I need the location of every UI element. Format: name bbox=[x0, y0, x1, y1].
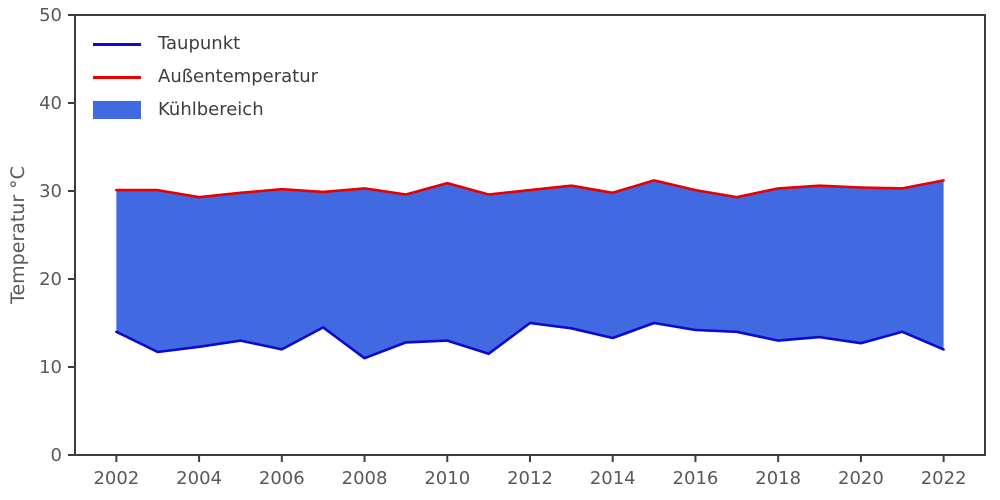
svg-text:10: 10 bbox=[39, 357, 62, 378]
svg-text:2010: 2010 bbox=[424, 468, 470, 489]
legend-item-kuehlbereich: Kühlbereich bbox=[93, 100, 318, 120]
svg-text:2008: 2008 bbox=[342, 468, 388, 489]
svg-text:2004: 2004 bbox=[176, 468, 222, 489]
svg-text:0: 0 bbox=[51, 445, 62, 466]
svg-text:2002: 2002 bbox=[93, 468, 139, 489]
legend-label-aussentemperatur: Außentemperatur bbox=[158, 66, 319, 87]
svg-text:2018: 2018 bbox=[755, 468, 801, 489]
svg-text:50: 50 bbox=[39, 5, 62, 26]
svg-text:2012: 2012 bbox=[507, 468, 553, 489]
legend: Taupunkt Außentemperatur Kühlbereich bbox=[93, 34, 318, 120]
taupunkt-line-swatch bbox=[93, 42, 141, 46]
legend-item-taupunkt: Taupunkt bbox=[93, 34, 318, 54]
svg-text:2006: 2006 bbox=[259, 468, 305, 489]
svg-text:Temperatur °C: Temperatur °C bbox=[7, 166, 29, 305]
legend-label-kuehlbereich: Kühlbereich bbox=[158, 99, 264, 120]
svg-text:2016: 2016 bbox=[673, 468, 719, 489]
svg-text:2022: 2022 bbox=[921, 468, 967, 489]
svg-text:30: 30 bbox=[39, 181, 62, 202]
svg-text:20: 20 bbox=[39, 269, 62, 290]
svg-text:2020: 2020 bbox=[838, 468, 884, 489]
legend-label-taupunkt: Taupunkt bbox=[158, 33, 241, 54]
aussentemperatur-line-swatch bbox=[93, 75, 141, 79]
svg-text:40: 40 bbox=[39, 93, 62, 114]
legend-item-aussentemperatur: Außentemperatur bbox=[93, 67, 318, 87]
svg-text:2014: 2014 bbox=[590, 468, 636, 489]
kuehlbereich-patch-swatch bbox=[93, 101, 141, 119]
